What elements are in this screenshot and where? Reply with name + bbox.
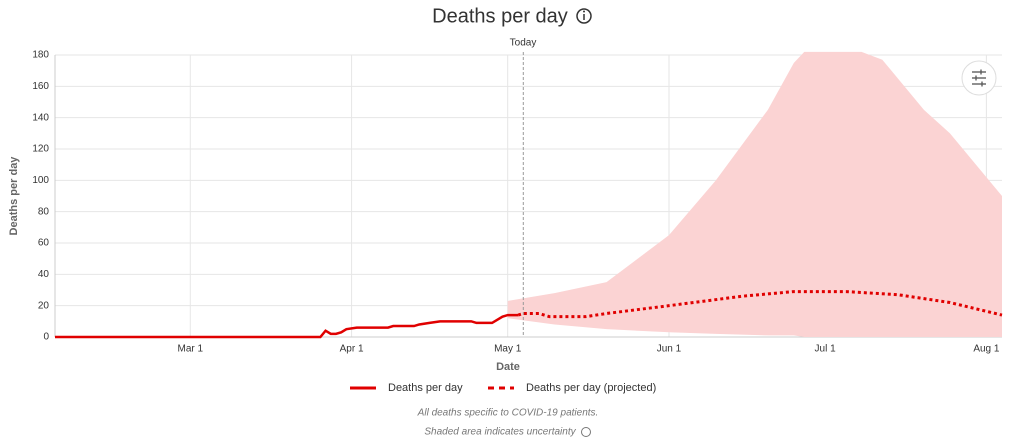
- y-tick-label: 20: [38, 300, 50, 311]
- legend-label: Deaths per day (projected): [526, 382, 656, 394]
- note: Shaded area indicates uncertainty: [424, 427, 576, 438]
- y-tick-label: 0: [43, 332, 49, 343]
- y-tick-label: 140: [32, 112, 49, 123]
- x-axis-label: Date: [496, 361, 520, 373]
- x-tick-label: Jun 1: [657, 344, 682, 355]
- y-tick-label: 160: [32, 81, 49, 92]
- settings-button[interactable]: [961, 60, 997, 96]
- y-tick-label: 40: [38, 269, 50, 280]
- x-tick-label: May 1: [494, 344, 522, 355]
- data-line: [55, 313, 519, 339]
- y-tick-label: 100: [32, 175, 49, 186]
- y-axis-label: Deaths per day: [8, 156, 20, 236]
- y-tick-label: 60: [38, 238, 50, 249]
- legend-label: Deaths per day: [388, 382, 463, 394]
- y-tick-label: 180: [32, 50, 49, 61]
- info-icon[interactable]: [576, 8, 592, 24]
- today-label: Today: [510, 38, 537, 49]
- x-tick-label: Apr 1: [340, 344, 364, 355]
- data-line: [517, 290, 1003, 319]
- x-tick-label: Jul 1: [815, 344, 837, 355]
- uncertainty-band: [507, 51, 1002, 337]
- x-tick-label: Mar 1: [178, 344, 204, 355]
- y-tick-label: 80: [38, 206, 50, 217]
- y-tick-label: 120: [32, 144, 49, 155]
- x-tick-label: Aug 1: [973, 344, 1000, 355]
- note: All deaths specific to COVID-19 patients…: [417, 408, 599, 419]
- chart-title: Deaths per day: [432, 5, 568, 27]
- info-icon[interactable]: [581, 427, 591, 437]
